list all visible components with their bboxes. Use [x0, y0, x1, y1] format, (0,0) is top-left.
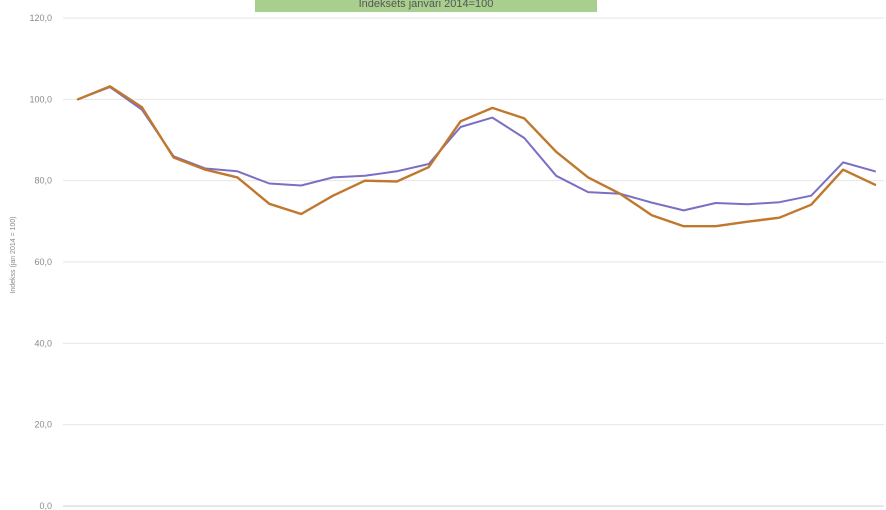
- y-tick-label: 0,0: [39, 501, 52, 510]
- series-line-1: [77, 86, 876, 212]
- grid-lines: [63, 17, 884, 507]
- series-line-2: [76, 85, 877, 228]
- y-tick-labels: 0,0 20,0 40,0 60,0 80,0 100,0 120,0: [29, 13, 52, 510]
- y-tick-label: 100,0: [29, 94, 52, 104]
- y-tick-label: 60,0: [34, 257, 52, 267]
- y-tick-label: 20,0: [34, 420, 52, 430]
- y-axis-label: Indekss (jan 2014 = 100): [10, 216, 17, 293]
- series-lines: [76, 85, 877, 228]
- y-tick-label: 80,0: [34, 176, 52, 186]
- chart-title: Indeksēts janvāri 2014=100: [359, 0, 494, 10]
- chart-title-box: [255, 0, 597, 12]
- y-tick-label: 40,0: [34, 338, 52, 348]
- y-tick-label: 120,0: [29, 13, 52, 23]
